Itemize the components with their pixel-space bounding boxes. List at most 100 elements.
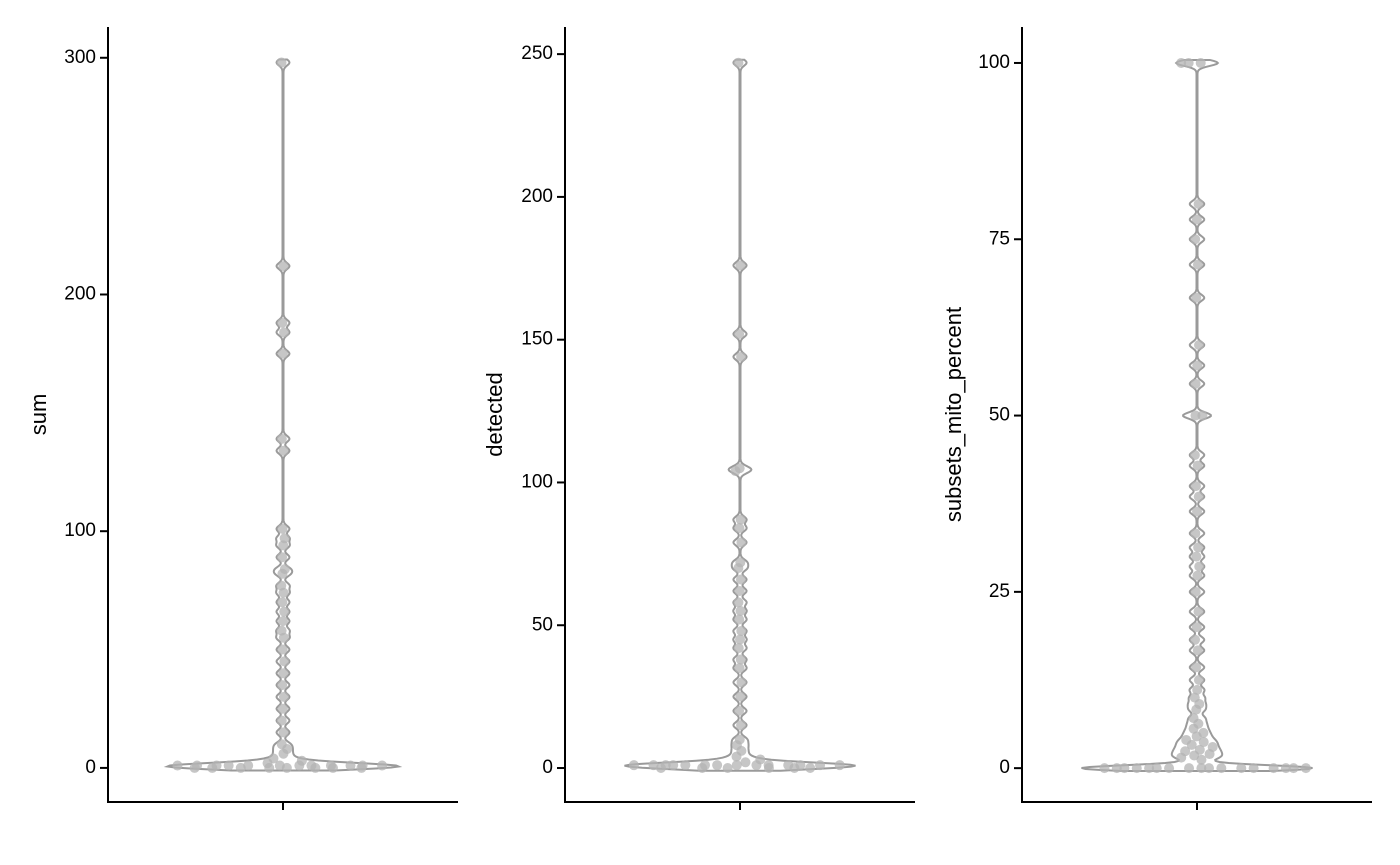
point	[1191, 731, 1202, 742]
point	[1193, 491, 1204, 502]
y-tick-label: 50	[989, 405, 1010, 426]
panel: 0 50 100 150 200 250 detected	[482, 27, 915, 810]
point	[278, 587, 289, 598]
point	[1184, 763, 1195, 774]
point	[279, 606, 290, 617]
point	[1191, 662, 1202, 673]
point	[1192, 570, 1203, 581]
y-tick-label: 0	[542, 757, 553, 778]
point	[1203, 763, 1214, 774]
point	[733, 563, 744, 574]
y-tick-label: 0	[85, 757, 96, 778]
point	[310, 762, 321, 773]
point	[207, 762, 218, 773]
point	[1191, 551, 1202, 562]
point	[1191, 214, 1202, 225]
point	[1144, 763, 1155, 774]
point	[1176, 57, 1187, 68]
point	[279, 656, 290, 667]
y-tick-label: 75	[989, 228, 1010, 249]
point	[1191, 622, 1202, 633]
point	[276, 715, 287, 726]
point	[277, 317, 288, 328]
point	[1193, 675, 1204, 686]
point	[1190, 586, 1201, 597]
point	[628, 760, 639, 771]
violin-outline	[163, 58, 403, 772]
y-axis-title: detected	[482, 372, 507, 456]
point	[735, 634, 746, 645]
point	[1192, 259, 1203, 270]
point	[1193, 542, 1204, 553]
point	[1192, 645, 1203, 656]
point	[1198, 737, 1209, 748]
point	[277, 644, 288, 655]
y-tick-label: 200	[521, 186, 553, 207]
point	[731, 751, 742, 762]
point	[763, 763, 774, 774]
y-tick-label: 50	[532, 614, 553, 635]
point	[277, 552, 288, 563]
point	[277, 523, 288, 534]
point	[1192, 506, 1203, 517]
point	[815, 760, 826, 771]
point	[189, 762, 200, 773]
point	[734, 328, 745, 339]
point	[277, 568, 288, 579]
point	[805, 763, 816, 774]
point	[278, 691, 289, 702]
y-tick-label: 100	[521, 471, 553, 492]
point	[735, 574, 746, 585]
point	[1194, 561, 1205, 572]
point	[1196, 763, 1207, 774]
point	[1188, 723, 1199, 734]
point	[327, 762, 338, 773]
point	[722, 763, 733, 774]
point	[1197, 410, 1208, 421]
point	[377, 760, 388, 771]
point	[1193, 606, 1204, 617]
point	[278, 261, 289, 272]
point	[734, 705, 745, 716]
y-tick-label: 25	[989, 581, 1010, 602]
panel: 0 25 50 75 100 subsets_mito_percent	[941, 27, 1372, 810]
point	[736, 351, 747, 362]
point	[668, 760, 679, 771]
y-tick-label: 150	[521, 329, 553, 350]
point	[1190, 234, 1201, 245]
point	[1131, 763, 1142, 774]
point	[697, 763, 708, 774]
point	[1300, 763, 1311, 774]
point	[1192, 684, 1203, 695]
point	[277, 703, 288, 714]
point	[1190, 634, 1201, 645]
point	[278, 616, 289, 627]
point	[736, 625, 747, 636]
point	[1176, 752, 1187, 763]
point	[1164, 763, 1175, 774]
point	[736, 677, 747, 688]
y-tick-label: 250	[521, 43, 553, 64]
point	[1186, 739, 1197, 750]
point	[1191, 704, 1202, 715]
point	[1189, 750, 1200, 761]
point	[1191, 292, 1202, 303]
point	[731, 760, 742, 771]
point	[734, 523, 745, 534]
point	[278, 727, 289, 738]
point	[294, 760, 305, 771]
point	[735, 260, 746, 271]
point	[235, 762, 246, 773]
y-tick-label: 0	[999, 757, 1010, 778]
point	[278, 540, 289, 551]
point	[278, 445, 289, 456]
point	[1268, 763, 1279, 774]
point	[1190, 378, 1201, 389]
point	[789, 763, 800, 774]
y-tick-label: 100	[64, 520, 96, 541]
point	[1195, 57, 1206, 68]
point	[278, 668, 289, 679]
point	[1189, 450, 1200, 461]
point	[276, 57, 287, 68]
